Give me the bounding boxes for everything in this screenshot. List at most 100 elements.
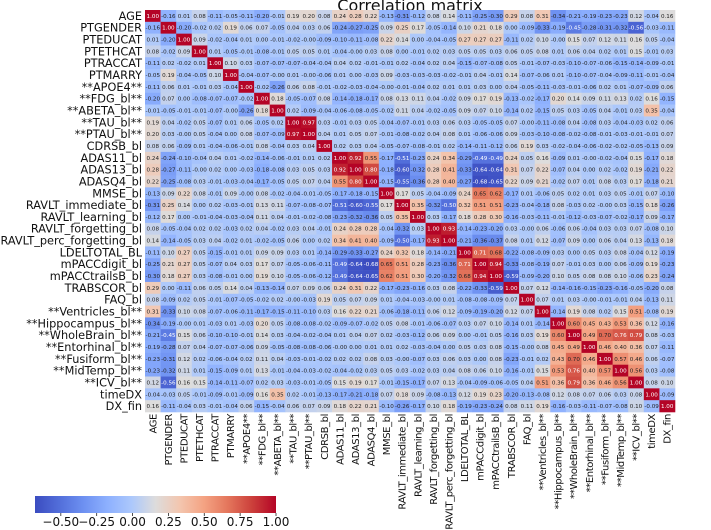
cell-value-label: -0.15 bbox=[629, 203, 644, 209]
cell-value-label: -0.08 bbox=[348, 109, 363, 115]
cell-value-label: 0.02 bbox=[271, 298, 283, 304]
heatmap-cell bbox=[191, 92, 208, 105]
heatmap-cell bbox=[472, 104, 489, 117]
cell-value-label: -0.14 bbox=[551, 310, 566, 316]
heatmap-cell bbox=[300, 116, 317, 129]
cell-value-label: 0.02 bbox=[427, 61, 439, 67]
cell-value-label: 0.04 bbox=[271, 357, 284, 363]
heatmap-cell bbox=[191, 317, 208, 330]
cell-value-label: 0.93 bbox=[443, 227, 456, 233]
heatmap-cell bbox=[519, 92, 536, 105]
cell-value-label: 0.11 bbox=[256, 215, 269, 221]
cell-value-label: -0.00 bbox=[395, 357, 410, 363]
heatmap-cell bbox=[659, 116, 676, 129]
cell-value-label: 0.29 bbox=[147, 286, 160, 292]
cell-value-label: -0.04 bbox=[395, 298, 410, 304]
heatmap-cell bbox=[191, 57, 208, 70]
heatmap-cell bbox=[238, 258, 255, 271]
heatmap-cell bbox=[145, 281, 161, 295]
cell-value-label: -0.04 bbox=[426, 38, 441, 44]
cell-value-label: 0.06 bbox=[599, 239, 612, 245]
heatmap-cell bbox=[597, 281, 613, 295]
cell-value-label: -0.04 bbox=[177, 227, 192, 233]
cell-value-label: 0.07 bbox=[256, 26, 269, 32]
heatmap-cell bbox=[550, 116, 567, 129]
cell-value-label: -0.03 bbox=[348, 85, 363, 91]
cell-value-label: 0.08 bbox=[443, 286, 456, 292]
heatmap-cell bbox=[394, 329, 411, 342]
heatmap-cell bbox=[222, 364, 239, 377]
cell-value-label: -0.09 bbox=[223, 369, 238, 375]
cell-value-label: -0.02 bbox=[442, 97, 456, 103]
cell-value-label: 1.00 bbox=[225, 73, 238, 79]
heatmap-cell bbox=[160, 69, 177, 82]
cell-value-label: 0.27 bbox=[474, 38, 487, 44]
cell-value-label: 0.01 bbox=[225, 120, 238, 126]
cell-value-label: 0.10 bbox=[490, 369, 503, 375]
heatmap-cell bbox=[394, 222, 411, 235]
heatmap-cell bbox=[472, 175, 489, 188]
heatmap-cell bbox=[145, 352, 161, 366]
cell-value-label: -0.50 bbox=[442, 203, 457, 209]
cell-value-label: -0.01 bbox=[333, 120, 348, 126]
heatmap-cell bbox=[534, 33, 551, 46]
heatmap-cell bbox=[643, 116, 660, 129]
heatmap-cell bbox=[160, 104, 177, 117]
cell-value-label: -0.09 bbox=[644, 61, 659, 67]
heatmap-cell bbox=[394, 57, 411, 70]
heatmap-cell bbox=[519, 128, 536, 141]
heatmap-cell bbox=[612, 10, 629, 23]
cell-value-label: -0.23 bbox=[598, 14, 613, 20]
cell-value-label: 0.17 bbox=[630, 179, 643, 185]
cell-value-label: -0.03 bbox=[395, 333, 410, 339]
cell-value-label: 0.51 bbox=[474, 203, 487, 209]
cell-value-label: -0.03 bbox=[364, 73, 379, 79]
heatmap-cell bbox=[238, 57, 255, 70]
cell-value-label: 1.00 bbox=[334, 156, 347, 162]
cell-value-label: -0.06 bbox=[301, 262, 316, 268]
heatmap-cell bbox=[410, 329, 426, 342]
heatmap-cell bbox=[145, 92, 161, 105]
cell-value-label: -0.00 bbox=[520, 345, 535, 351]
heatmap-cell bbox=[581, 222, 598, 235]
cell-value-label: -0.08 bbox=[395, 132, 410, 138]
cell-value-label: -0.05 bbox=[473, 120, 488, 126]
cell-value-label: 0.22 bbox=[365, 14, 377, 20]
cell-value-label: -0.01 bbox=[629, 132, 644, 138]
cell-value-label: -0.12 bbox=[146, 215, 160, 221]
heatmap-cell bbox=[581, 258, 598, 271]
cell-value-label: 0.02 bbox=[240, 227, 252, 233]
heatmap-cell bbox=[581, 33, 598, 46]
cell-value-label: -0.20 bbox=[488, 227, 503, 233]
cell-value-label: 0.08 bbox=[443, 132, 456, 138]
cell-value-label: -0.03 bbox=[644, 26, 659, 32]
heatmap-cell bbox=[176, 281, 193, 295]
cell-value-label: -0.04 bbox=[411, 85, 426, 91]
cell-value-label: 0.08 bbox=[193, 191, 206, 197]
heatmap-cell bbox=[222, 187, 239, 200]
cell-value-label: -0.26 bbox=[270, 85, 285, 91]
cell-value-label: 0.07 bbox=[302, 179, 315, 185]
cell-value-label: 0.55 bbox=[365, 156, 378, 162]
cell-value-label: -0.12 bbox=[411, 333, 425, 339]
heatmap-cell bbox=[643, 305, 660, 318]
heatmap-cell bbox=[628, 45, 645, 58]
cell-value-label: -0.06 bbox=[317, 73, 332, 79]
heatmap-cell bbox=[441, 234, 458, 247]
heatmap-cell bbox=[316, 116, 333, 129]
cell-value-label: -0.04 bbox=[333, 49, 348, 55]
cell-value-label: -0.04 bbox=[426, 345, 441, 351]
cell-value-label: -0.02 bbox=[598, 144, 612, 150]
cell-value-label: 0.06 bbox=[427, 333, 440, 339]
cell-value-label: -0.09 bbox=[488, 298, 503, 304]
heatmap-cell bbox=[145, 222, 161, 235]
cell-value-label: 0.01 bbox=[458, 132, 471, 138]
cell-value-label: 0.08 bbox=[318, 14, 331, 20]
heatmap-cell bbox=[254, 33, 271, 46]
cell-value-label: 1.00 bbox=[490, 274, 503, 280]
cell-value-label: -0.11 bbox=[660, 26, 675, 32]
heatmap-cell bbox=[269, 222, 286, 235]
cell-value-label: 0.02 bbox=[209, 203, 221, 209]
heatmap-cell bbox=[597, 305, 613, 318]
